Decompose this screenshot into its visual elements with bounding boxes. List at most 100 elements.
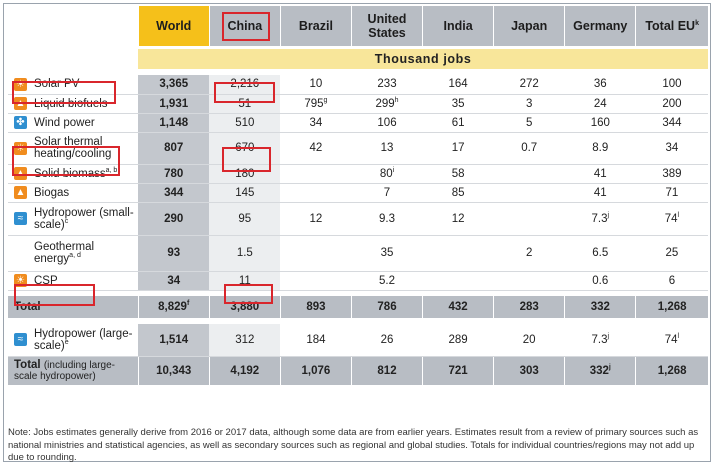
cell-japan — [493, 183, 565, 203]
cell-value: 721 — [448, 364, 468, 377]
cell-value: 160 — [590, 116, 610, 129]
cell-value: 344 — [662, 116, 682, 129]
cell-value: 2 — [525, 247, 533, 259]
total-cell-eu: 1,268 — [635, 296, 708, 318]
row-label-text: Hydropower (small-scale) — [34, 206, 134, 231]
row-label-text: Solid biomass — [34, 167, 106, 180]
grand-total-row: Total (including large-scale hydropower)… — [8, 356, 708, 385]
cell-value: 893 — [306, 301, 326, 313]
cell-india: 12 — [422, 202, 494, 236]
cell-india: 35 — [422, 94, 494, 114]
cell-footnote: h — [394, 96, 399, 104]
cell-value: 106 — [377, 116, 397, 129]
row-label-wrap: ≈ Hydropower (small-scale)c — [8, 207, 138, 231]
cell-value: 299 — [375, 97, 395, 110]
cell-india: 164 — [422, 75, 494, 95]
cell-value: 1.5 — [236, 247, 253, 259]
cell-value: 184 — [306, 333, 326, 346]
cell-world: 344 — [138, 183, 210, 203]
row-label: Geothermal energya, d — [34, 241, 138, 265]
cell-world: 290 — [138, 202, 210, 236]
row-label: Biogas — [34, 187, 69, 199]
total-cell-us: 786 — [350, 296, 423, 318]
cell-japan — [493, 271, 565, 291]
row-label-wrap: ✤ Wind power — [8, 116, 138, 129]
cell-value: 283 — [519, 301, 539, 313]
cell-value: 7.3 — [591, 212, 608, 225]
cell-india — [422, 271, 494, 291]
cell-value: 5 — [525, 116, 533, 129]
cell-value: 35 — [451, 97, 465, 110]
row-label: CSP — [34, 275, 58, 287]
cell-value: 4,192 — [230, 364, 260, 377]
cell-china: 145 — [209, 183, 281, 203]
col-header-japan: Japan — [493, 6, 565, 46]
cell-us: 299h — [351, 94, 423, 114]
cell-value: 6.5 — [592, 247, 609, 259]
cell-value: 332 — [590, 301, 610, 313]
row-label: Hydropower (large-scale)e — [34, 328, 138, 352]
cell-japan — [493, 164, 565, 184]
table-row: ☀ Solar PV 3,365 2,216 10 233 164 272 36 100 — [8, 75, 708, 95]
cell-value: 2,216 — [230, 78, 260, 91]
row-label-text: Hydropower (large-scale) — [34, 327, 133, 352]
cell-value: 9.3 — [379, 212, 395, 225]
row-label: Solar thermal heating/cooling — [34, 136, 138, 160]
cell-value: 80 — [379, 167, 393, 180]
cell-value: 71 — [665, 186, 679, 199]
cell-value: 20 — [522, 333, 536, 346]
total-cell-india: 432 — [422, 296, 494, 318]
cell-value: 36 — [593, 78, 607, 91]
cell-value: 25 — [665, 247, 679, 259]
total-cell-brazil: 893 — [279, 296, 352, 318]
highlight-china-solar-thermal — [222, 147, 271, 172]
cell-brazil — [280, 271, 352, 291]
cell-brazil — [280, 183, 352, 203]
col-header-brazil: Brazil — [279, 6, 352, 46]
row-header: ▲ Solid biomassa, b — [8, 164, 139, 184]
cell-value: 312 — [235, 333, 255, 346]
cell-value: 1,076 — [301, 364, 331, 377]
row-header: ✤ Wind power — [8, 113, 139, 133]
cell-footnote: g — [323, 96, 328, 104]
cell-japan — [493, 202, 565, 236]
total-cell-world: 8,829f — [137, 296, 210, 318]
cell-eu: 25 — [635, 235, 708, 272]
cell-world: 93 — [138, 235, 210, 272]
cell-footnote: l — [677, 211, 680, 219]
cell-value: 795 — [304, 97, 324, 110]
cell-value: 5.2 — [379, 274, 395, 287]
row-label-footnote: c — [64, 217, 69, 225]
row-label-wrap: ☀ CSP — [8, 274, 138, 287]
cell-value: 0.6 — [592, 274, 609, 287]
cell-china: 312 — [209, 324, 281, 357]
cell-value: 290 — [164, 212, 184, 225]
col-header-united-states: United States — [350, 6, 423, 46]
row-header: Geothermal energya, d — [8, 235, 139, 272]
cell-germany: 7.3j — [564, 202, 636, 236]
cell-value: 93 — [167, 247, 181, 259]
column-header-row: World China Brazil United States India J… — [8, 6, 708, 46]
cell-china: 180 — [209, 164, 281, 184]
cell-world: 1,514 — [138, 324, 210, 357]
cell-value: 26 — [380, 333, 394, 346]
cell-brazil: 795g — [280, 94, 352, 114]
cell-value: 1,514 — [159, 333, 189, 346]
cell-value: 0.7 — [521, 142, 538, 154]
cell-value: 42 — [309, 142, 323, 154]
cell-value: 11 — [238, 274, 251, 287]
cell-value: 786 — [377, 301, 397, 313]
cell-eu: 6 — [635, 271, 708, 291]
grand-total-cell-germany: 332j — [564, 356, 636, 385]
cell-world: 1,931 — [138, 94, 210, 114]
no-icon-spacer — [14, 247, 27, 260]
cell-brazil — [280, 164, 352, 184]
cell-footnote: j — [607, 332, 610, 340]
cell-eu: 100 — [635, 75, 708, 95]
cell-eu: 200 — [635, 94, 708, 114]
cell-india: 85 — [422, 183, 494, 203]
row-header: ≈ Hydropower (small-scale)c — [8, 202, 139, 236]
grand-total-label: Total (including large-scale hydropower) — [8, 356, 139, 385]
row-label-text: Wind power — [34, 116, 95, 129]
row-label-text: Biogas — [34, 186, 70, 199]
